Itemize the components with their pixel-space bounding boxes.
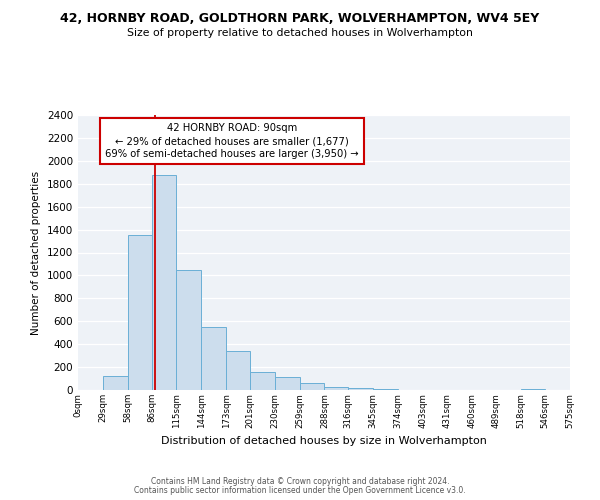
Text: Contains public sector information licensed under the Open Government Licence v3: Contains public sector information licen… bbox=[134, 486, 466, 495]
Y-axis label: Number of detached properties: Number of detached properties bbox=[31, 170, 41, 334]
Bar bbox=[103, 376, 128, 390]
Bar bbox=[176, 270, 201, 390]
Text: 42, HORNBY ROAD, GOLDTHORN PARK, WOLVERHAMPTON, WV4 5EY: 42, HORNBY ROAD, GOLDTHORN PARK, WOLVERH… bbox=[61, 12, 539, 26]
Bar bbox=[128, 236, 152, 390]
Bar bbox=[325, 386, 349, 390]
Bar bbox=[250, 372, 275, 390]
Text: Contains HM Land Registry data © Crown copyright and database right 2024.: Contains HM Land Registry data © Crown c… bbox=[151, 477, 449, 486]
Bar bbox=[275, 378, 299, 390]
Bar bbox=[299, 383, 325, 390]
Bar bbox=[226, 351, 250, 390]
Text: 42 HORNBY ROAD: 90sqm
← 29% of detached houses are smaller (1,677)
69% of semi-d: 42 HORNBY ROAD: 90sqm ← 29% of detached … bbox=[105, 123, 359, 160]
Text: Size of property relative to detached houses in Wolverhampton: Size of property relative to detached ho… bbox=[127, 28, 473, 38]
Bar bbox=[201, 327, 226, 390]
Bar bbox=[349, 388, 373, 390]
X-axis label: Distribution of detached houses by size in Wolverhampton: Distribution of detached houses by size … bbox=[161, 436, 487, 446]
Bar bbox=[152, 174, 176, 390]
